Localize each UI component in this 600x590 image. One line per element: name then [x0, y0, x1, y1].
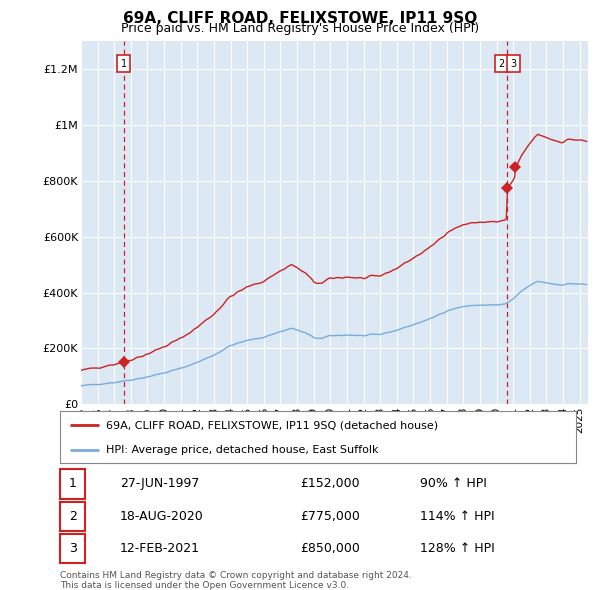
Text: 69A, CLIFF ROAD, FELIXSTOWE, IP11 9SQ: 69A, CLIFF ROAD, FELIXSTOWE, IP11 9SQ	[123, 11, 477, 25]
Text: £775,000: £775,000	[300, 510, 360, 523]
Text: 3: 3	[68, 542, 77, 555]
Text: Price paid vs. HM Land Registry's House Price Index (HPI): Price paid vs. HM Land Registry's House …	[121, 22, 479, 35]
Text: 69A, CLIFF ROAD, FELIXSTOWE, IP11 9SQ (detached house): 69A, CLIFF ROAD, FELIXSTOWE, IP11 9SQ (d…	[106, 420, 439, 430]
Text: HPI: Average price, detached house, East Suffolk: HPI: Average price, detached house, East…	[106, 445, 379, 455]
Text: Contains HM Land Registry data © Crown copyright and database right 2024.: Contains HM Land Registry data © Crown c…	[60, 571, 412, 579]
Text: 3: 3	[510, 58, 516, 68]
Text: £152,000: £152,000	[300, 477, 359, 490]
Text: £850,000: £850,000	[300, 542, 360, 555]
Text: This data is licensed under the Open Government Licence v3.0.: This data is licensed under the Open Gov…	[60, 581, 349, 589]
Text: 90% ↑ HPI: 90% ↑ HPI	[420, 477, 487, 490]
Text: 114% ↑ HPI: 114% ↑ HPI	[420, 510, 494, 523]
Text: 2: 2	[68, 510, 77, 523]
Text: 2: 2	[499, 58, 505, 68]
Text: 128% ↑ HPI: 128% ↑ HPI	[420, 542, 495, 555]
Text: 1: 1	[68, 477, 77, 490]
Text: 27-JUN-1997: 27-JUN-1997	[120, 477, 199, 490]
Text: 18-AUG-2020: 18-AUG-2020	[120, 510, 204, 523]
Text: 1: 1	[121, 58, 127, 68]
Text: 12-FEB-2021: 12-FEB-2021	[120, 542, 200, 555]
